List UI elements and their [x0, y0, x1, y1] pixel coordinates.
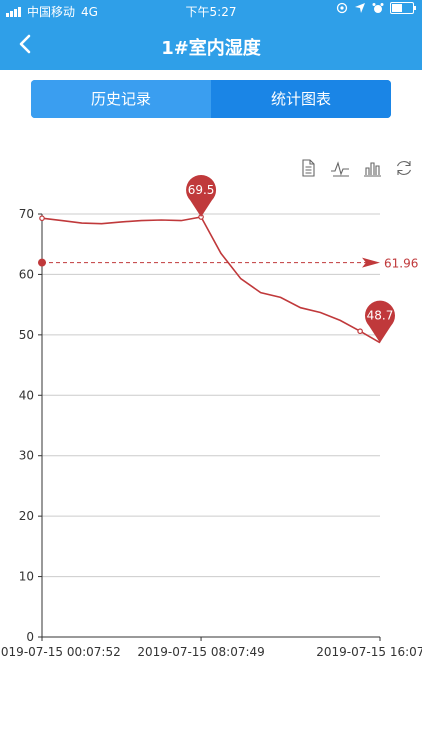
y-tick-label: 0 — [26, 630, 34, 644]
markline-arrow — [362, 257, 380, 268]
y-tick-label: 30 — [19, 449, 34, 463]
restore-icon[interactable] — [394, 158, 414, 178]
x-tick-label: 2019-07-15 16:07:55 — [316, 645, 422, 659]
x-axis-ticks: 2019-07-15 00:07:52 2019-07-15 08:07:49 20… — [0, 637, 422, 659]
top-bar: 中国移动 4G 下午5:27 1#室内湿度 — [0, 0, 422, 70]
mark-points: 69.5 48.7 — [186, 174, 395, 343]
markline-label: 61.96 — [384, 257, 418, 271]
markpoint-pin — [365, 300, 395, 343]
y-tick-label: 50 — [19, 328, 34, 342]
chevron-left-icon[interactable] — [14, 32, 38, 56]
signal-icon — [6, 6, 21, 17]
page-title: 1#室内湿度 — [161, 38, 261, 59]
x-tick-label: 2019-07-15 00:07:52 — [0, 645, 121, 659]
markpoint-pin — [186, 174, 217, 218]
data-point — [357, 328, 363, 335]
location-lock-icon — [336, 2, 348, 14]
grid-lines — [42, 213, 380, 578]
markpoint-label: 69.5 — [188, 183, 215, 197]
segmented-tabs: 历史记录 统计图表 — [31, 80, 391, 118]
line-chart-icon[interactable] — [330, 158, 350, 178]
status-bar: 中国移动 4G 下午5:27 — [0, 0, 422, 22]
alarm-icon — [372, 3, 384, 13]
tab-statistics-chart[interactable]: 统计图表 — [211, 80, 391, 118]
data-point — [39, 215, 45, 222]
bar-chart-icon[interactable] — [362, 158, 382, 178]
chart-toolbox — [298, 158, 414, 178]
data-view-icon[interactable] — [298, 158, 318, 178]
y-tick-label: 10 — [19, 570, 34, 584]
x-tick-label: 2019-07-15 08:07:49 — [137, 645, 264, 659]
tab-history[interactable]: 历史记录 — [31, 80, 211, 118]
markpoint-label: 48.7 — [367, 309, 394, 323]
y-axis-ticks: 0 10 20 30 40 50 60 70 — [19, 207, 42, 644]
nav-bar: 1#室内湿度 — [0, 22, 422, 70]
y-tick-label: 40 — [19, 388, 34, 402]
y-tick-label: 70 — [19, 207, 34, 221]
y-tick-label: 20 — [19, 509, 34, 523]
navigation-arrow-icon — [355, 3, 365, 13]
carrier-label: 中国移动 — [27, 5, 76, 19]
series-line — [41, 216, 381, 344]
battery-icon — [390, 2, 416, 14]
network-label: 4G — [81, 4, 98, 19]
average-markline: 61.96 — [38, 257, 418, 271]
status-time: 下午5:27 — [185, 5, 237, 19]
y-tick-label: 60 — [19, 267, 34, 281]
